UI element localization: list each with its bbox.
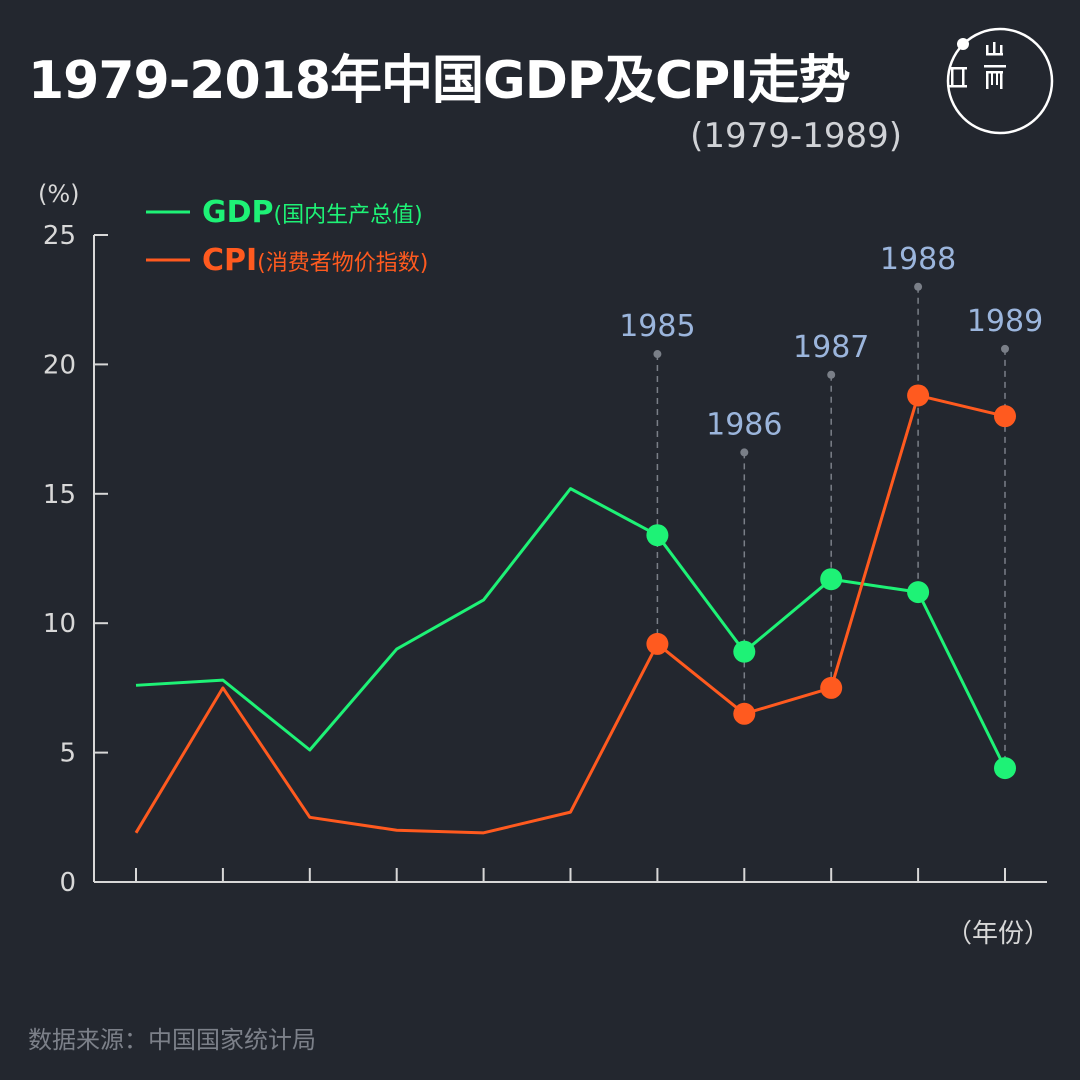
chart-title: 1979-2018年中国GDP及CPI走势: [28, 51, 851, 111]
y-tick-label: 15: [43, 480, 76, 510]
chart-subtitle: (1979-1989): [690, 116, 902, 156]
annotation-label-1985: 1985: [619, 309, 695, 344]
annotation-label-1987: 1987: [793, 330, 869, 365]
y-tick-label: 5: [59, 739, 76, 769]
y-tick-label: 25: [43, 221, 76, 251]
data-point-cpi-1987: [820, 676, 843, 699]
line-chart: (%) （年份） GDP(国内生产总值) CPI(消费者物价指数) 0 5 10 15…: [38, 180, 1050, 949]
legend-gdp-note: (国内生产总值): [274, 203, 423, 228]
y-axis-label: (%): [38, 180, 80, 208]
logo-icon: [946, 27, 1054, 135]
annotation-dot-1989: [1001, 344, 1009, 353]
annotation-label-1986: 1986: [706, 407, 782, 442]
data-point-gdp-1987: [820, 568, 843, 591]
series-line-gdp: [135, 487, 1007, 769]
annotation-dot-1985: [653, 350, 662, 359]
legend-cpi-label: CPI: [202, 243, 257, 278]
data-source: 数据来源：中国国家统计局: [28, 1026, 316, 1054]
x-axis-label: （年份）: [946, 919, 1050, 949]
data-point-gdp-1988: [907, 581, 930, 604]
data-point-cpi-1986: [733, 702, 756, 725]
data-point-cpi-1985: [646, 632, 669, 655]
legend: GDP(国内生产总值) CPI(消费者物价指数): [146, 195, 428, 278]
svg-text:CPI(消费者物价指数): CPI(消费者物价指数): [202, 243, 428, 278]
annotation-dot-1988: [914, 282, 923, 291]
legend-cpi-note: (消费者物价指数): [257, 251, 428, 276]
data-point-gdp-1986: [733, 640, 756, 663]
annotation-dot-1987: [827, 370, 836, 379]
annotation-label-1989: 1989: [967, 304, 1043, 339]
svg-text:GDP(国内生产总值): GDP(国内生产总值): [202, 195, 423, 230]
data-point-gdp-1985: [646, 524, 669, 547]
data-point-cpi-1989: [994, 405, 1016, 428]
data-point-gdp-1989: [994, 757, 1016, 780]
data-point-cpi-1988: [907, 384, 930, 407]
annotation-dot-1986: [740, 448, 749, 457]
y-tick-label: 20: [43, 350, 76, 380]
legend-gdp-label: GDP: [202, 195, 274, 230]
y-tick-label: 10: [43, 609, 76, 639]
annotation-label-1988: 1988: [880, 242, 956, 277]
y-tick-label: 0: [59, 868, 76, 898]
series-line-cpi: [134, 393, 1006, 835]
